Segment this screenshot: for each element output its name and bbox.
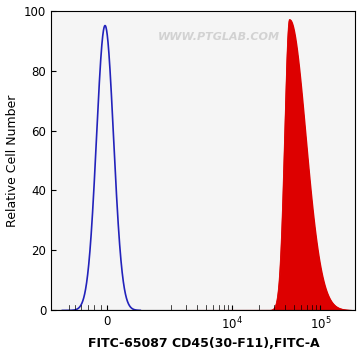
Y-axis label: Relative Cell Number: Relative Cell Number — [5, 94, 18, 227]
X-axis label: FITC-65087 CD45(30-F11),FITC-A: FITC-65087 CD45(30-F11),FITC-A — [87, 337, 319, 350]
Text: WWW.PTGLAB.COM: WWW.PTGLAB.COM — [157, 32, 280, 42]
